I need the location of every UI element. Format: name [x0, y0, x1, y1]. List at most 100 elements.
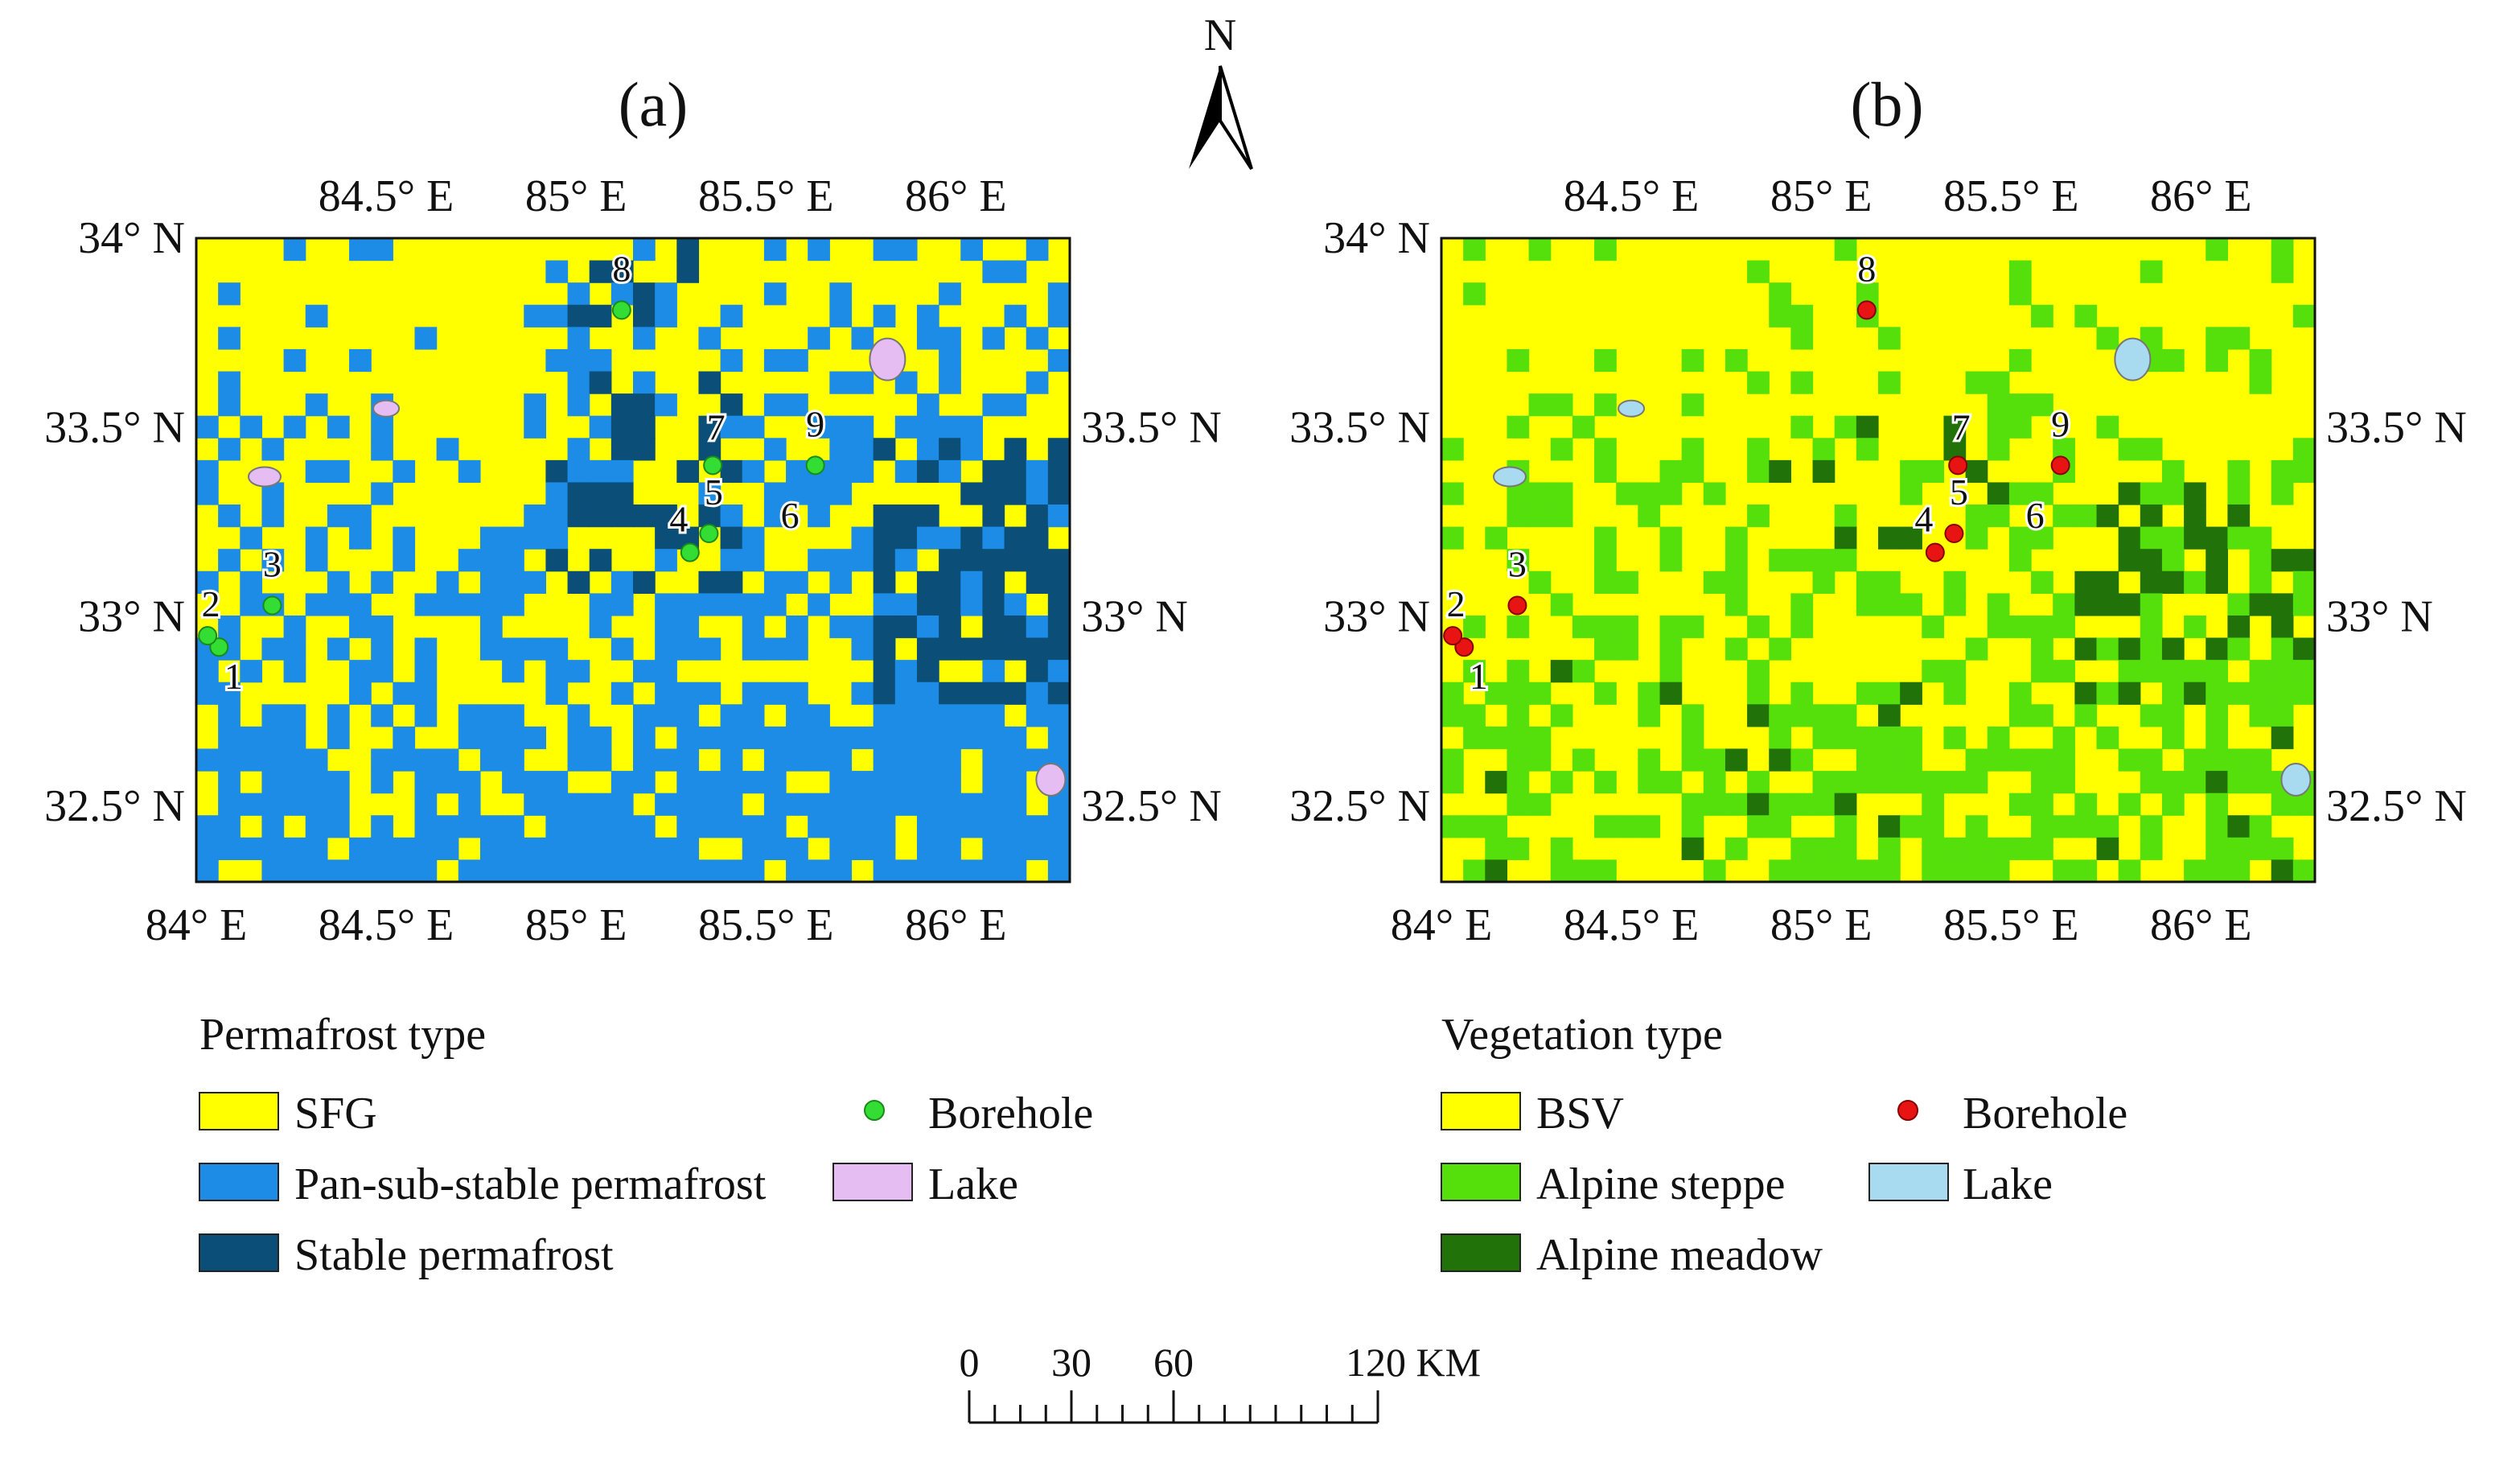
- raster-cell: [851, 371, 874, 394]
- raster-cell: [567, 793, 590, 816]
- raster-cell: [2140, 482, 2163, 505]
- raster-cell: [1528, 570, 1552, 594]
- raster-cell: [458, 771, 481, 794]
- legend-permafrost: Permafrost type SFG Pan-sub-stable perma…: [199, 1010, 1093, 1280]
- raster-cell: [2161, 549, 2185, 572]
- raster-cell: [894, 682, 918, 705]
- raster-cell: [283, 238, 306, 261]
- raster-cell: [1725, 748, 1748, 772]
- raster-cell: [2031, 570, 2053, 594]
- legend-a-swatch-lake: [832, 1163, 913, 1201]
- raster-cell: [633, 393, 656, 417]
- raster-cell: [2292, 570, 2316, 594]
- raster-cell: [436, 748, 459, 772]
- raster-cell: [2008, 526, 2032, 550]
- raster-cell: [1004, 793, 1027, 816]
- raster-cell: [1594, 348, 1617, 373]
- raster-cell: [698, 815, 721, 838]
- raster-cell: [2184, 771, 2206, 794]
- raster-cell: [2031, 837, 2053, 861]
- raster-cell: [196, 570, 219, 594]
- raster-cell: [479, 570, 503, 594]
- raster-cell: [1725, 570, 1748, 594]
- raster-cell: [1441, 771, 1464, 794]
- raster-cell: [218, 504, 240, 528]
- legend-a-label-lake: Lake: [928, 1159, 1018, 1209]
- raster-cell: [502, 570, 524, 594]
- legend-vegetation: Vegetation type BSV Alpine steppe Alpine…: [1441, 1010, 2127, 1280]
- raster-cell: [1681, 815, 1704, 838]
- raster-cell: [218, 837, 240, 861]
- raster-cell: [610, 260, 634, 283]
- raster-cell: [763, 393, 787, 417]
- raster-cell: [1965, 371, 1988, 394]
- borehole-8-marker: [611, 300, 631, 320]
- raster-cell: [1900, 593, 1922, 616]
- raster-cell: [1703, 771, 1726, 794]
- raster-cell: [479, 637, 503, 661]
- raster-cell: [1507, 726, 1530, 750]
- raster-cell: [2206, 837, 2228, 861]
- raster-cell: [218, 748, 240, 772]
- raster-cell: [720, 348, 743, 373]
- raster-cell: [1485, 771, 1508, 794]
- raster-cell: [2118, 526, 2141, 550]
- raster-cell: [2031, 815, 2053, 838]
- raster-cell: [545, 304, 569, 327]
- raster-cell: [283, 415, 306, 439]
- raster-cell: [2008, 393, 2032, 417]
- raster-cell: [1769, 637, 1791, 661]
- raster-cell: [1987, 726, 2010, 750]
- raster-cell: [545, 504, 569, 528]
- raster-cell: [1528, 393, 1552, 417]
- raster-cell: [283, 793, 306, 816]
- raster-cell: [524, 771, 546, 794]
- raster-cell: [1987, 371, 2010, 394]
- raster-cell: [786, 837, 808, 861]
- top-tick-label: 84.5° E: [319, 171, 454, 221]
- raster-cell: [916, 704, 939, 727]
- borehole-3-label: 3: [1508, 543, 1527, 584]
- raster-cell: [1703, 793, 1726, 816]
- raster-cell: [1834, 793, 1857, 816]
- raster-cell: [502, 704, 524, 727]
- raster-cell: [698, 371, 721, 394]
- raster-cell: [1594, 238, 1617, 261]
- raster-cell: [2074, 682, 2098, 705]
- raster-cell: [939, 371, 961, 394]
- raster-cell: [240, 837, 263, 861]
- left-tick-label: 33° N: [1323, 592, 1430, 642]
- raster-cell: [1004, 837, 1027, 861]
- raster-cell: [458, 859, 481, 883]
- raster-cell: [633, 837, 656, 861]
- raster-cell: [1004, 482, 1027, 505]
- raster-cell: [873, 593, 896, 616]
- raster-cell: [720, 415, 743, 439]
- raster-cell: [240, 570, 263, 594]
- raster-cell: [939, 438, 961, 461]
- raster-cell: [2249, 815, 2272, 838]
- raster-cell: [2140, 748, 2163, 772]
- raster-cell: [545, 459, 569, 484]
- raster-cell: [1790, 327, 1814, 350]
- raster-cell: [1769, 726, 1791, 750]
- raster-cell: [414, 748, 438, 772]
- borehole-9-label: 9: [2051, 403, 2070, 444]
- raster-cell: [1834, 526, 1857, 550]
- raster-cell: [545, 482, 569, 505]
- raster-cell: [2292, 859, 2316, 883]
- raster-cell: [349, 238, 372, 261]
- raster-cell: [2074, 637, 2098, 661]
- raster-cell: [1047, 704, 1071, 727]
- raster-cell: [2140, 260, 2163, 283]
- raster-cell: [786, 704, 808, 727]
- raster-cell: [458, 815, 481, 838]
- raster-cell: [742, 593, 765, 616]
- raster-cell: [305, 815, 328, 838]
- raster-cell: [1790, 593, 1814, 616]
- raster-cell: [283, 726, 306, 750]
- lake-polygon: [2114, 337, 2152, 381]
- raster-cell: [1026, 526, 1049, 550]
- raster-cell: [261, 438, 285, 461]
- raster-cell: [196, 482, 219, 505]
